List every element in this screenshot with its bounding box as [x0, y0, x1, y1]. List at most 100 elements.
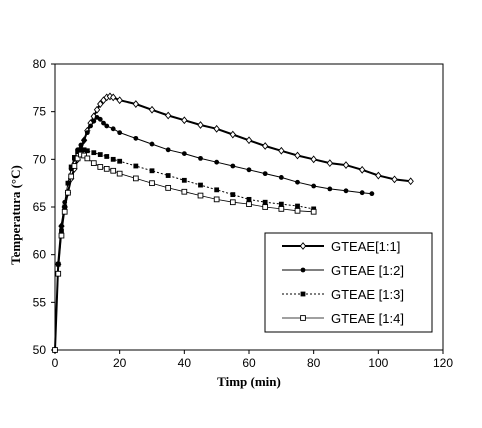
y-tick-label: 50: [33, 343, 47, 357]
data-point: [375, 171, 382, 180]
data-point: [91, 118, 97, 124]
data-point: [246, 196, 252, 202]
x-tick-label: 120: [433, 356, 453, 370]
series-4: [52, 151, 317, 353]
data-point: [104, 123, 110, 129]
data-point: [61, 208, 68, 215]
legend-entry: GTEAE [1:3]: [282, 287, 404, 302]
data-point: [299, 242, 307, 250]
data-point: [88, 123, 93, 129]
data-point: [311, 206, 317, 212]
data-point: [294, 207, 301, 214]
y-tick-label: 80: [33, 57, 47, 71]
data-point: [97, 164, 104, 170]
data-point: [59, 228, 64, 234]
data-point: [300, 267, 306, 273]
data-point: [407, 177, 414, 186]
y-tick-label: 65: [33, 200, 47, 214]
y-tick-label: 75: [33, 105, 47, 119]
data-point: [300, 315, 306, 321]
data-point: [198, 155, 203, 161]
y-tick-label: 70: [33, 152, 47, 166]
data-point: [97, 116, 103, 122]
data-point: [68, 173, 75, 180]
x-axis-title: Timp (min): [217, 374, 281, 389]
legend-entry: GTEAE[1:1]: [282, 239, 400, 254]
data-point: [262, 199, 268, 205]
x-tick-label: 60: [242, 356, 256, 370]
data-point: [213, 124, 220, 133]
data-point: [369, 191, 375, 197]
data-point: [229, 130, 237, 139]
data-point: [149, 168, 155, 174]
data-point: [181, 116, 188, 125]
y-axis-title: Temperatura (°C): [8, 165, 23, 265]
x-tick-label: 80: [307, 356, 321, 370]
data-point: [110, 93, 117, 102]
x-tick-label: 100: [368, 356, 388, 370]
data-point: [52, 347, 58, 353]
data-point: [132, 175, 139, 182]
data-point: [391, 175, 398, 184]
x-tick-label: 40: [178, 356, 192, 370]
data-point: [261, 142, 269, 150]
data-point: [97, 152, 103, 157]
data-point: [149, 141, 155, 147]
data-point: [300, 291, 306, 297]
data-point: [327, 186, 333, 192]
data-point: [278, 146, 285, 155]
legend-label: GTEAE[1:1]: [331, 239, 400, 254]
data-point: [103, 166, 110, 172]
data-point: [74, 155, 81, 162]
data-point: [68, 164, 74, 170]
data-point: [90, 160, 97, 166]
data-point: [213, 196, 220, 203]
y-tick-label: 55: [33, 295, 47, 309]
data-point: [78, 147, 84, 153]
data-point: [343, 188, 349, 194]
legend-label: GTEAE [1:4]: [331, 311, 404, 326]
data-point: [229, 199, 236, 206]
legend-entry: GTEAE [1:2]: [282, 263, 404, 278]
data-point: [149, 180, 155, 187]
data-point: [164, 111, 172, 120]
data-point: [117, 158, 123, 164]
data-point: [116, 96, 123, 105]
data-point: [110, 126, 116, 132]
x-tick-label: 0: [52, 356, 59, 370]
data-point: [75, 149, 81, 155]
data-point: [310, 155, 317, 164]
data-point: [81, 137, 87, 143]
data-point: [110, 156, 116, 162]
legend-entry: GTEAE [1:4]: [282, 311, 404, 326]
data-point: [97, 100, 104, 108]
data-point: [197, 192, 204, 199]
data-point: [165, 173, 171, 178]
data-point: [58, 232, 65, 239]
data-point: [214, 159, 220, 165]
data-point: [278, 175, 284, 180]
data-point: [295, 179, 300, 185]
data-point: [181, 177, 187, 183]
data-point: [246, 167, 252, 173]
data-point: [55, 261, 61, 267]
data-point: [198, 182, 203, 188]
data-point: [197, 121, 204, 129]
data-point: [262, 204, 269, 210]
data-point: [246, 201, 252, 207]
data-point: [148, 105, 156, 114]
data-point: [65, 189, 71, 196]
data-point: [84, 148, 90, 154]
data-point: [132, 100, 140, 108]
data-point: [181, 151, 187, 157]
data-point: [116, 170, 123, 177]
data-point: [342, 161, 350, 169]
data-point: [133, 135, 139, 141]
data-point: [310, 208, 317, 215]
data-point: [181, 188, 188, 195]
data-point: [104, 154, 110, 159]
legend-box: [264, 232, 433, 333]
data-point: [93, 105, 101, 114]
y-tick-label: 60: [33, 248, 47, 262]
